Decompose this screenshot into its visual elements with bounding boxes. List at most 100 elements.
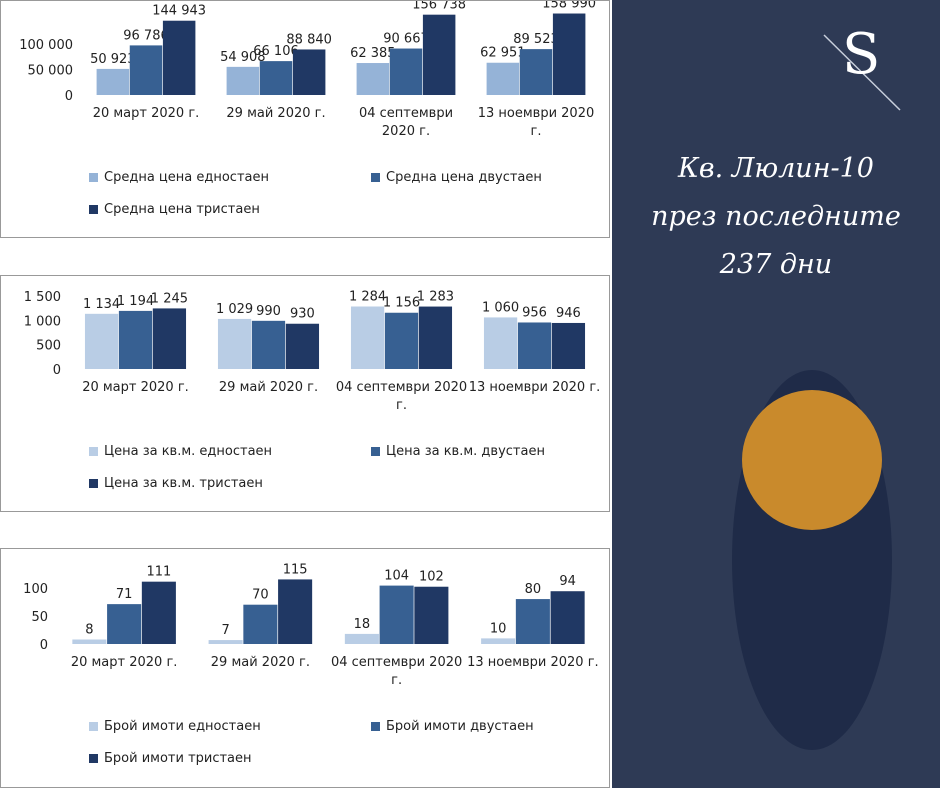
x-tick-label: 29 май 2020 г. bbox=[210, 655, 310, 670]
data-label: 956 bbox=[522, 305, 547, 320]
legend-label: Цена за кв.м. тристаен bbox=[104, 476, 263, 491]
chart: 0 50 100 8 7 18 10 71 70 104 80 111 115 102 94 bbox=[23, 562, 585, 653]
data-label: 156 738 bbox=[412, 1, 466, 13]
y-tick-label: 0 bbox=[65, 89, 73, 104]
bar bbox=[422, 14, 456, 95]
data-label: 104 bbox=[384, 569, 409, 584]
data-label: 990 bbox=[256, 304, 281, 319]
data-label: 7 bbox=[221, 623, 229, 638]
x-tick-label: 20 март 2020 г. bbox=[92, 106, 200, 121]
data-label: 80 bbox=[525, 582, 542, 597]
legend-item: Цена за кв.м. двустаен bbox=[371, 444, 545, 459]
bar bbox=[552, 13, 586, 96]
bar bbox=[389, 48, 423, 95]
legend-item: Брой имоти тристаен bbox=[89, 751, 252, 766]
bar bbox=[278, 579, 313, 644]
legend-swatch bbox=[371, 722, 380, 731]
legend-label: Брой имоти едностаен bbox=[104, 719, 261, 734]
legend-label: Средна цена двустаен bbox=[386, 170, 542, 185]
y-tick-label: 0 bbox=[53, 363, 61, 378]
bar bbox=[517, 322, 552, 369]
bar bbox=[285, 323, 320, 369]
legend-item: Средна цена едностаен bbox=[89, 170, 269, 185]
y-tick-label: 100 bbox=[23, 582, 48, 597]
data-label: 70 bbox=[252, 588, 269, 603]
data-label: 1 156 bbox=[383, 296, 420, 311]
bar bbox=[515, 599, 550, 644]
data-label: 1 283 bbox=[417, 290, 454, 305]
bar bbox=[384, 312, 419, 369]
chart: 0 50 000 100 000 50 923 54 908 62 385 62 951 96… bbox=[19, 1, 596, 104]
bar bbox=[141, 581, 176, 644]
legend-item: Брой имоти двустаен bbox=[371, 719, 534, 734]
y-tick-label: 1 000 bbox=[24, 314, 61, 329]
data-label: 18 bbox=[354, 617, 371, 632]
x-tick-label: 04 септември 2020 г. bbox=[335, 380, 468, 413]
legend-label: Цена за кв.м. двустаен bbox=[386, 444, 545, 459]
legend-label: Цена за кв.м. едностаен bbox=[104, 444, 273, 459]
bar bbox=[356, 63, 390, 95]
data-label: 89 523 bbox=[513, 32, 559, 47]
data-label: 102 bbox=[419, 570, 444, 585]
bar bbox=[251, 320, 286, 369]
data-label: 62 951 bbox=[480, 46, 526, 61]
bar bbox=[129, 45, 163, 95]
data-label: 10 bbox=[490, 621, 507, 636]
x-tick-label: 29 май 2020 г. bbox=[218, 380, 319, 395]
data-label: 930 bbox=[290, 307, 315, 322]
data-label: 158 990 bbox=[542, 1, 596, 12]
bar bbox=[162, 20, 196, 95]
panel-title: Кв. Люлин-10 през последните 237 дни bbox=[612, 145, 940, 289]
data-label: 1 029 bbox=[216, 302, 253, 317]
bar bbox=[481, 638, 516, 644]
data-label: 144 943 bbox=[152, 4, 206, 19]
title-line: през последните bbox=[651, 201, 901, 232]
x-tick-label: 13 ноември 2020 г. bbox=[468, 380, 601, 395]
bar bbox=[96, 68, 130, 95]
bar bbox=[118, 310, 153, 369]
data-label: 90 667 bbox=[383, 32, 429, 47]
bar bbox=[344, 633, 379, 644]
x-tick-label: 20 март 2020 г. bbox=[82, 380, 189, 395]
y-tick-label: 50 000 bbox=[28, 63, 74, 78]
bar bbox=[292, 49, 326, 95]
legend-item: Цена за кв.м. едностаен bbox=[89, 444, 272, 459]
data-label: 94 bbox=[559, 574, 576, 589]
chart-box: 0 50 100 8 7 18 10 71 70 104 80 111 115 102 94 20 март … bbox=[0, 548, 610, 788]
bar bbox=[486, 62, 520, 95]
legend-swatch bbox=[89, 754, 98, 763]
data-label: 8 bbox=[85, 623, 93, 638]
data-label: 111 bbox=[146, 565, 171, 580]
title-line: 237 дни bbox=[719, 249, 833, 280]
bar bbox=[217, 318, 252, 369]
bar bbox=[84, 313, 119, 369]
data-label: 1 060 bbox=[482, 300, 519, 315]
data-label: 88 840 bbox=[286, 32, 332, 47]
legend-swatch bbox=[371, 447, 380, 456]
side-panel: S Кв. Люлин-10 през последните 237 дни bbox=[612, 0, 940, 788]
legend-swatch bbox=[89, 722, 98, 731]
data-label: 115 bbox=[283, 562, 308, 577]
bar bbox=[72, 639, 107, 644]
legend-label: Средна цена тристаен bbox=[104, 202, 260, 217]
y-tick-label: 0 bbox=[40, 638, 48, 653]
data-label: 54 908 bbox=[220, 50, 266, 65]
legend-item: Средна цена двустаен bbox=[371, 170, 542, 185]
logo-line bbox=[823, 34, 901, 111]
bar bbox=[226, 66, 260, 95]
y-tick-label: 500 bbox=[36, 339, 61, 354]
x-tick-label: 13 ноември 2020 г. bbox=[477, 106, 595, 139]
y-tick-label: 50 bbox=[31, 610, 48, 625]
data-label: 1 134 bbox=[83, 297, 120, 312]
bar bbox=[379, 585, 414, 644]
decor bbox=[732, 34, 901, 750]
x-tick-label: 29 май 2020 г. bbox=[226, 106, 326, 121]
bar bbox=[551, 322, 586, 369]
data-label: 71 bbox=[116, 587, 133, 602]
data-label: 1 194 bbox=[117, 294, 154, 309]
x-tick-label: 20 март 2020 г. bbox=[70, 655, 178, 670]
x-tick-label: 13 ноември 2020 г. bbox=[467, 655, 599, 670]
data-label: 62 385 bbox=[350, 46, 396, 61]
bar bbox=[418, 306, 453, 369]
